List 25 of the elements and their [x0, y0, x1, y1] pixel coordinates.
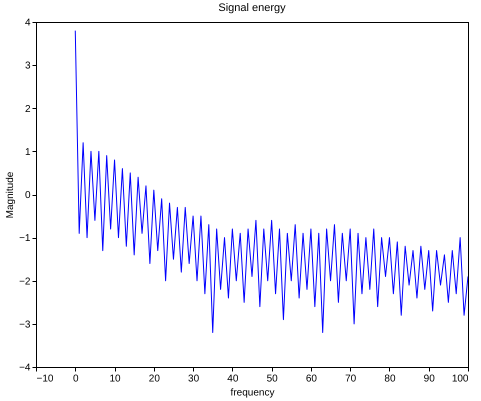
y-tick-label: 2: [24, 104, 31, 115]
y-axis-title: Magnitude: [5, 171, 16, 218]
x-tick-label: 80: [384, 374, 396, 384]
x-tick-label: 100: [452, 374, 469, 384]
x-tick-label: 10: [109, 374, 122, 384]
x-tick-label: 90: [424, 374, 436, 384]
x-tick-label: 30: [188, 374, 200, 384]
x-tick-label: −10: [36, 374, 54, 384]
x-tick-label: 0: [72, 374, 79, 384]
x-tick-label: 40: [227, 374, 239, 384]
line-series: [74, 30, 468, 333]
x-tick-label: 60: [306, 374, 318, 384]
y-tick-label: 3: [24, 60, 31, 72]
y-tick-label: 1: [24, 146, 31, 158]
x-tick-label: 20: [148, 374, 160, 384]
y-tick-label: −3: [19, 319, 31, 330]
y-tick-label: −2: [19, 276, 31, 288]
x-tick-label: 70: [345, 374, 357, 384]
y-tick-label: −4: [19, 362, 31, 374]
y-tick-label: 4: [24, 18, 31, 28]
y-tick-label: 0: [24, 190, 31, 201]
chart-title: Signal energy: [218, 2, 286, 14]
x-tick-label: 50: [266, 374, 278, 384]
y-tick-label: −1: [19, 233, 31, 244]
x-axis-title: frequency: [230, 388, 274, 398]
